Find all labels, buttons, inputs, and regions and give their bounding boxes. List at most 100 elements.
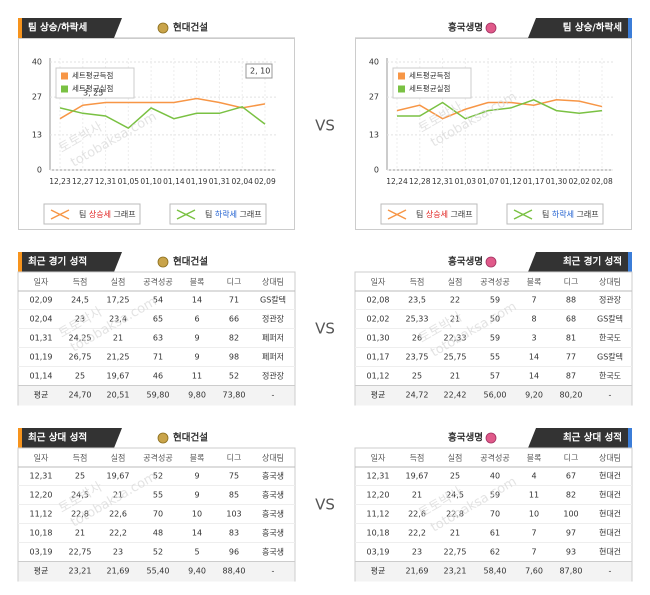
average-cell: 9,20 xyxy=(525,391,543,400)
cell: 81 xyxy=(566,334,576,343)
cell: 57 xyxy=(490,372,500,381)
cell: 24,5 xyxy=(71,296,89,305)
column-header: 공격성공 xyxy=(480,277,509,287)
y-tick-label: 27 xyxy=(369,93,379,102)
cell: 10,18 xyxy=(30,529,53,538)
graph-legend-part: 그래프 xyxy=(448,210,473,219)
cell: 23 xyxy=(75,315,85,324)
cell: 22 xyxy=(450,296,460,305)
average-cell: 87,80 xyxy=(560,567,583,576)
cell: 59 xyxy=(490,296,500,305)
cell: 한국도 xyxy=(599,372,621,381)
cell: 23,75 xyxy=(406,353,429,362)
team-name: 흥국생명 xyxy=(448,432,483,444)
cell: 01,31 xyxy=(30,334,53,343)
graph-legend-part: 그래프 xyxy=(237,210,262,219)
cell: 11 xyxy=(529,491,539,500)
x-tick-label: 01,10 xyxy=(140,177,162,186)
cell: 82 xyxy=(229,334,239,343)
cell: 7 xyxy=(531,529,536,538)
x-tick-label: 01,31 xyxy=(209,177,231,186)
average-row xyxy=(18,561,295,582)
average-cell: 73,80 xyxy=(223,391,246,400)
cell: 10 xyxy=(192,510,202,519)
x-tick-label: 01,07 xyxy=(477,177,499,186)
cell: 97 xyxy=(566,529,576,538)
cell: 19,67 xyxy=(406,472,429,481)
annotation: 3, 25 xyxy=(83,89,103,98)
x-tick-label: 12,24 xyxy=(386,177,408,186)
cell: 88 xyxy=(566,296,576,305)
average-cell: - xyxy=(272,391,275,400)
average-cell: 21,69 xyxy=(107,567,130,576)
average-cell: 24,72 xyxy=(406,391,429,400)
graph-legend-label: 팀 하락세 그래프 xyxy=(205,209,262,219)
cell: 68 xyxy=(566,315,576,324)
cell: 55 xyxy=(490,353,500,362)
cell: 21,25 xyxy=(107,353,130,362)
average-cell: 9,80 xyxy=(188,391,206,400)
column-header: 디그 xyxy=(564,454,579,463)
average-cell: 평균 xyxy=(371,390,386,400)
cell: GS칼텍 xyxy=(597,314,623,324)
cell: 21 xyxy=(450,529,460,538)
vs-label: VS xyxy=(315,320,335,338)
cell: 11,12 xyxy=(367,510,390,519)
graph-legend-part: 팀 xyxy=(205,209,215,219)
cell: 87 xyxy=(566,372,576,381)
legend-swatch xyxy=(398,85,405,93)
graph-legend-icon xyxy=(387,209,407,220)
graph-legend-part: 팀 xyxy=(416,209,426,219)
cell: 21 xyxy=(412,491,422,500)
column-header: 상대팀 xyxy=(262,277,284,287)
average-cell: 24,70 xyxy=(69,391,92,400)
team-icon xyxy=(157,22,169,34)
cell: 02,08 xyxy=(367,296,390,305)
cell: 현대건 xyxy=(599,509,621,519)
cell: 23,4 xyxy=(109,315,127,324)
x-tick-label: 01,12 xyxy=(500,177,522,186)
vs-label: VS xyxy=(315,117,335,135)
cell: 24,5 xyxy=(71,491,89,500)
table-bg xyxy=(17,447,296,582)
legend-label: 세트평균실점 xyxy=(72,83,113,93)
cell: 21 xyxy=(450,315,460,324)
average-cell: 평균 xyxy=(371,566,386,576)
header-bar xyxy=(18,428,122,448)
column-header: 공격성공 xyxy=(143,277,172,287)
cell: 12,31 xyxy=(367,472,390,481)
cell: 6 xyxy=(194,315,199,324)
cell: 5 xyxy=(194,548,199,557)
cell: 61 xyxy=(490,529,500,538)
average-row xyxy=(355,385,632,406)
average-cell: 59,80 xyxy=(147,391,170,400)
cell: 14 xyxy=(192,529,202,538)
header-accent xyxy=(18,428,22,448)
graph-legend-part: 팀 xyxy=(79,209,89,219)
graph-legend-part: 하락세 xyxy=(552,209,574,219)
cell: 9 xyxy=(194,353,199,362)
table-bg xyxy=(354,447,633,582)
cell: 21 xyxy=(113,334,123,343)
cell: 83 xyxy=(229,529,239,538)
cell: 77 xyxy=(566,353,576,362)
cell: 66 xyxy=(229,315,239,324)
cell: 65 xyxy=(153,315,163,324)
cell: 흥국생 xyxy=(262,528,284,538)
graph-legend-part: 상승세 xyxy=(426,209,448,219)
column-header: 득점 xyxy=(410,277,425,287)
cell: 10 xyxy=(529,510,539,519)
cell: 59 xyxy=(490,334,500,343)
cell: 22,6 xyxy=(109,510,127,519)
cell: 흥국생 xyxy=(262,509,284,519)
graph-legend-label: 팀 상승세 그래프 xyxy=(416,209,473,219)
cell: 70 xyxy=(153,510,163,519)
cell: 52 xyxy=(153,548,163,557)
legend-swatch xyxy=(61,85,68,93)
legend-label: 세트평균득점 xyxy=(409,70,450,80)
average-cell: 평균 xyxy=(34,390,49,400)
cell: 4 xyxy=(531,472,536,481)
column-header: 블록 xyxy=(527,453,542,463)
cell: 01,19 xyxy=(30,353,53,362)
